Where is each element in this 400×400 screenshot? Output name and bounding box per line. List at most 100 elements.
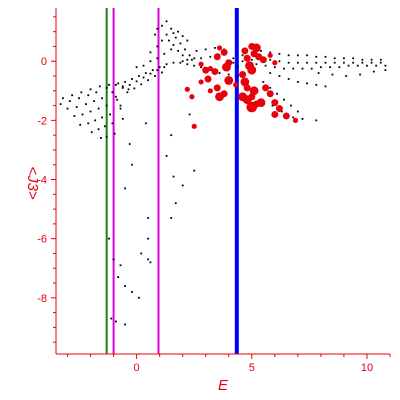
data-point — [292, 116, 295, 119]
data-point — [62, 97, 64, 100]
data-point — [184, 48, 186, 51]
data-point — [262, 81, 265, 83]
data-point — [372, 70, 375, 73]
data-point — [131, 78, 133, 80]
data-point — [278, 60, 281, 63]
data-point — [370, 58, 373, 61]
highlight-point — [247, 65, 257, 75]
data-point — [109, 113, 112, 116]
data-point — [269, 58, 272, 61]
data-point — [315, 55, 318, 58]
data-point — [147, 258, 150, 261]
highlight-point — [249, 86, 259, 96]
data-point — [140, 83, 143, 86]
data-point — [156, 27, 159, 30]
data-point — [98, 85, 101, 88]
data-point — [114, 320, 117, 323]
data-point — [218, 72, 221, 74]
data-point — [278, 75, 281, 77]
data-point — [200, 57, 203, 60]
highlight-point — [275, 105, 283, 113]
data-point — [315, 119, 318, 122]
y-tick-label: -4 — [37, 175, 47, 187]
data-point — [384, 69, 387, 72]
data-point — [89, 110, 92, 113]
data-point — [165, 63, 168, 66]
data-point — [324, 85, 327, 88]
data-point — [352, 57, 355, 60]
highlight-point — [207, 88, 213, 94]
highlight-point — [256, 98, 266, 108]
data-point — [296, 54, 299, 57]
data-point — [347, 64, 350, 67]
data-point — [278, 52, 281, 55]
data-point — [260, 49, 262, 52]
data-point — [144, 72, 147, 74]
highlight-point — [272, 60, 278, 66]
data-point — [124, 187, 127, 190]
highlight-point — [248, 42, 256, 50]
data-point — [119, 107, 122, 110]
data-point — [119, 104, 122, 107]
data-point — [81, 113, 84, 116]
data-point — [269, 86, 272, 89]
data-point — [193, 169, 196, 172]
data-point — [209, 55, 212, 58]
data-point — [280, 110, 283, 113]
data-point — [126, 91, 129, 94]
data-point — [121, 86, 124, 89]
data-point — [144, 122, 147, 125]
data-point — [343, 57, 345, 60]
data-point — [112, 258, 115, 261]
data-point — [170, 134, 173, 137]
data-point — [370, 61, 373, 64]
data-point — [89, 88, 92, 91]
data-point — [161, 24, 163, 27]
data-point — [315, 61, 318, 64]
data-point — [214, 47, 216, 49]
data-point — [379, 58, 382, 61]
highlight-point — [198, 79, 204, 85]
data-point — [366, 64, 368, 67]
data-point — [361, 58, 364, 61]
data-point — [296, 81, 299, 83]
highlight-point — [220, 48, 228, 56]
highlight-point — [271, 99, 279, 107]
data-point — [105, 135, 108, 138]
data-point — [255, 63, 258, 66]
data-point — [188, 113, 191, 116]
data-point — [361, 61, 364, 64]
data-point — [200, 66, 203, 69]
highlight-point — [271, 110, 279, 118]
data-point — [188, 54, 191, 57]
data-point — [87, 122, 90, 125]
data-point — [119, 264, 122, 267]
data-point — [227, 73, 230, 76]
highlight-point — [239, 71, 247, 79]
data-point — [151, 69, 154, 72]
data-point — [271, 104, 274, 107]
data-point — [237, 66, 239, 69]
data-point — [287, 61, 290, 64]
data-point — [170, 217, 173, 219]
data-point — [149, 261, 152, 264]
data-point — [156, 69, 159, 72]
data-point — [177, 30, 179, 33]
data-point — [269, 51, 272, 54]
highlight-point — [207, 66, 213, 72]
data-point — [181, 35, 184, 37]
highlight-point — [233, 82, 239, 88]
data-point — [124, 81, 127, 83]
data-point — [103, 125, 106, 128]
data-point — [310, 67, 313, 70]
data-point — [163, 66, 166, 69]
data-point — [111, 91, 114, 94]
data-point — [73, 115, 76, 117]
data-point — [287, 54, 290, 57]
data-point — [142, 76, 145, 79]
highlight-point — [240, 77, 250, 87]
data-point — [352, 61, 355, 64]
tick-labels: 0 5 10 0 -2 -4 -6 -8 — [37, 56, 373, 374]
data-point — [114, 95, 117, 98]
data-point — [108, 83, 110, 86]
